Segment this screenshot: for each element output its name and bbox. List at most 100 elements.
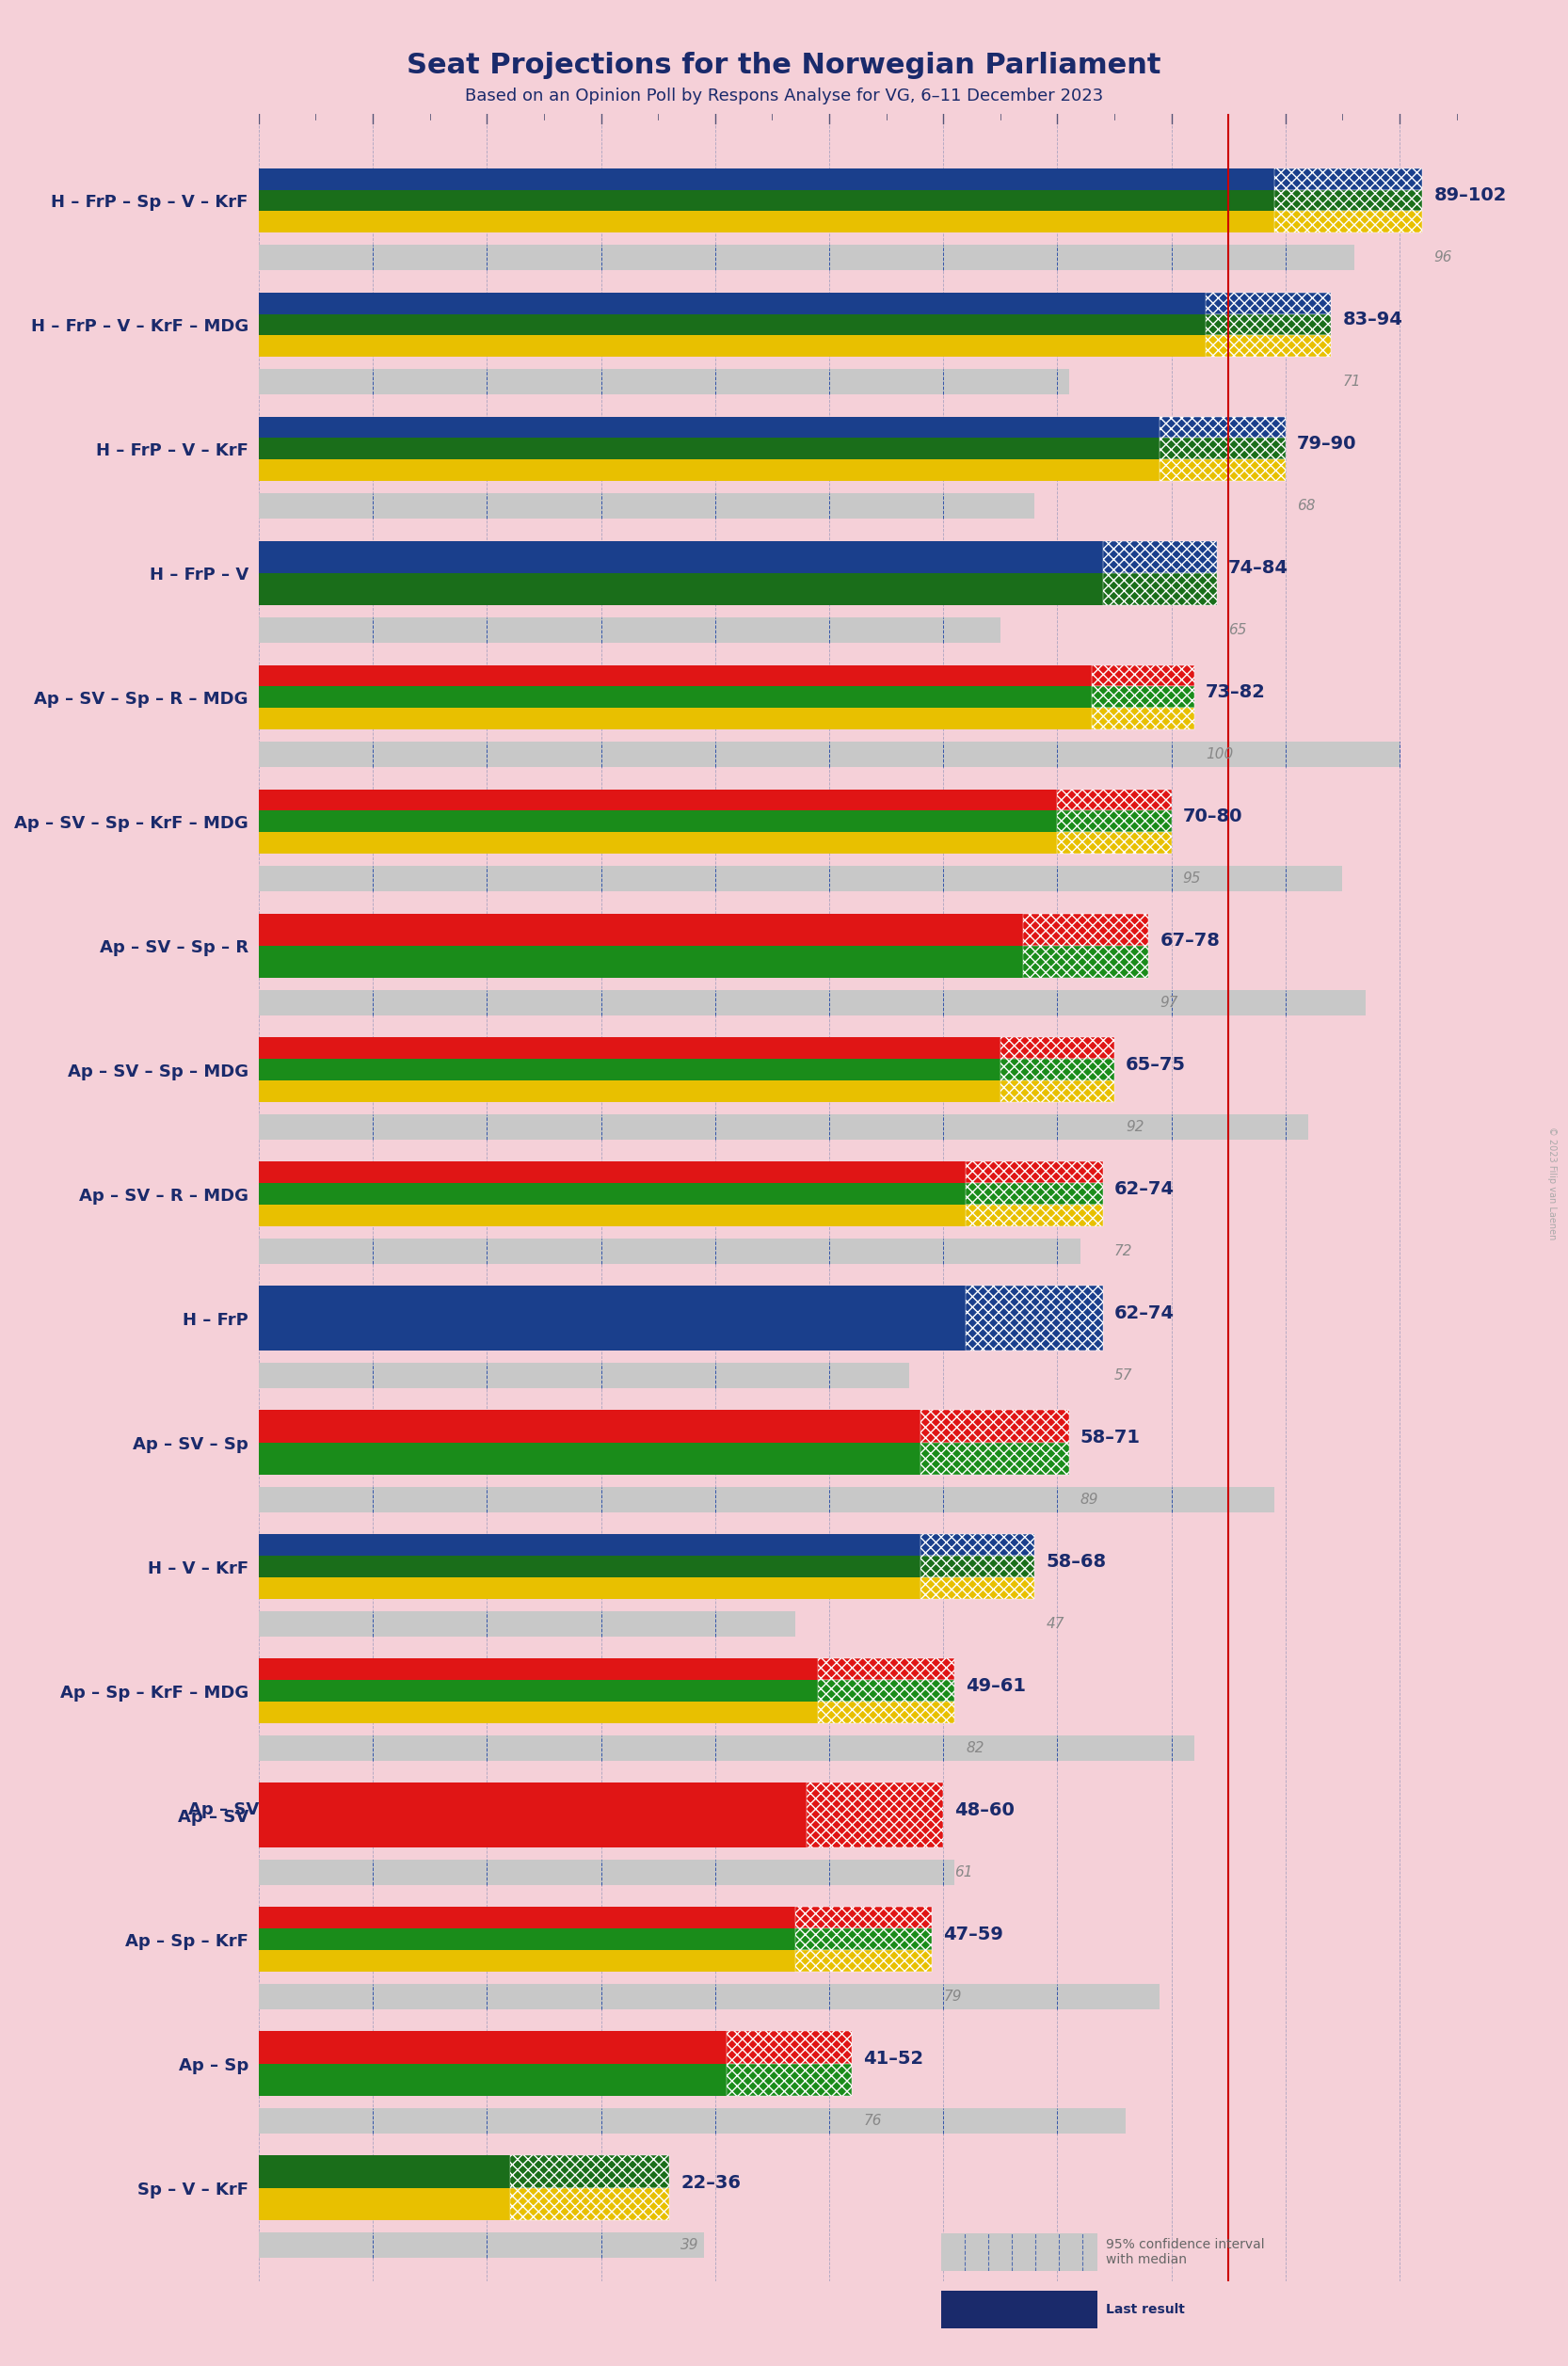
Bar [259,866,1342,892]
Text: 58–71: 58–71 [1080,1429,1140,1446]
Text: 68: 68 [1297,499,1316,513]
Bar [966,1287,1102,1351]
Bar [259,315,1206,336]
Bar [510,2155,670,2189]
Bar [259,833,1057,854]
Bar [726,2063,851,2096]
Bar [1000,1081,1115,1103]
Bar [259,1578,920,1599]
Bar [259,1488,1275,1512]
Bar [259,2234,704,2257]
Bar [795,1907,931,1928]
Text: 39: 39 [681,2238,699,2252]
Text: 79–90: 79–90 [1297,435,1356,452]
Text: © 2023 Filip van Laenen: © 2023 Filip van Laenen [1548,1126,1557,1240]
Bar [966,1183,1102,1204]
Bar [920,1443,1069,1474]
Bar [510,2189,670,2219]
Bar [259,665,1091,686]
Bar [259,1162,966,1183]
Bar [726,2032,851,2063]
Bar [966,1204,1102,1226]
Bar [1057,812,1171,833]
Bar [920,1410,1069,1443]
Bar [818,1659,955,1680]
Bar [259,211,1275,232]
Text: 89–102: 89–102 [1433,187,1507,203]
Bar [1102,542,1217,573]
Bar [259,743,1400,767]
Bar [259,2032,726,2063]
Text: 57: 57 [1115,1368,1132,1382]
Bar [1057,790,1171,812]
Text: 47–59: 47–59 [944,1926,1004,1942]
Bar [259,1536,920,1557]
Bar [1275,189,1422,211]
Text: Based on an Opinion Poll by Respons Analyse for VG, 6–11 December 2023: Based on an Opinion Poll by Respons Anal… [464,88,1104,104]
Bar [259,336,1206,357]
Text: Ap – SV: Ap – SV [188,1801,259,1819]
Text: 76: 76 [864,2113,881,2127]
Bar [259,2063,726,2096]
Bar [1000,1060,1115,1081]
Bar [259,1287,966,1351]
Bar [259,618,1000,644]
Bar [259,1907,795,1928]
Text: 89: 89 [1080,1493,1099,1507]
Bar [1160,438,1286,459]
Text: 65: 65 [1228,622,1247,636]
Bar [259,812,1057,833]
Bar [259,707,1091,729]
Bar [259,1985,1160,2009]
Text: 62–74: 62–74 [1115,1304,1174,1323]
Bar [259,1114,1308,1140]
Text: 97: 97 [1160,996,1178,1010]
Bar [1022,946,1149,977]
Bar [1091,665,1195,686]
Bar [259,2155,510,2189]
Text: 100: 100 [1206,748,1232,762]
Bar [259,1701,818,1722]
Text: 62–74: 62–74 [1115,1181,1174,1197]
Bar [259,790,1057,812]
Bar [966,1162,1102,1183]
Text: 79: 79 [944,1990,961,2004]
Text: 95% confidence interval
with median: 95% confidence interval with median [1105,2238,1264,2267]
Bar [259,2108,1126,2134]
Bar [920,1557,1035,1578]
Text: 74–84: 74–84 [1228,558,1289,577]
Bar [259,1410,920,1443]
Bar [259,1659,818,1680]
Text: 58–68: 58–68 [1046,1552,1107,1571]
Bar [259,246,1353,270]
Bar [259,438,1160,459]
Bar [259,913,1022,946]
Bar [1275,168,1422,189]
Text: 83–94: 83–94 [1342,310,1403,329]
Text: 67–78: 67–78 [1160,932,1220,949]
Text: 82: 82 [966,1741,985,1756]
Bar [259,991,1366,1015]
Bar [1102,573,1217,606]
Bar [818,1680,955,1701]
Bar [259,573,1102,606]
Bar [259,1204,966,1226]
Text: 22–36: 22–36 [681,2174,742,2191]
Bar [259,189,1275,211]
Text: 65–75: 65–75 [1126,1055,1185,1074]
Bar [806,1784,944,1848]
Bar [259,416,1160,438]
Bar [259,542,1102,573]
Text: 72: 72 [1115,1245,1132,1259]
Bar [1160,416,1286,438]
Bar [1000,1039,1115,1060]
Bar [259,686,1091,707]
Bar [259,1928,795,1950]
Bar [1057,833,1171,854]
Text: 41–52: 41–52 [864,2049,924,2068]
Bar [259,1060,1000,1081]
Bar [259,369,1069,395]
Bar [259,946,1022,977]
Bar [259,1039,1000,1060]
Text: 70–80: 70–80 [1182,807,1242,826]
